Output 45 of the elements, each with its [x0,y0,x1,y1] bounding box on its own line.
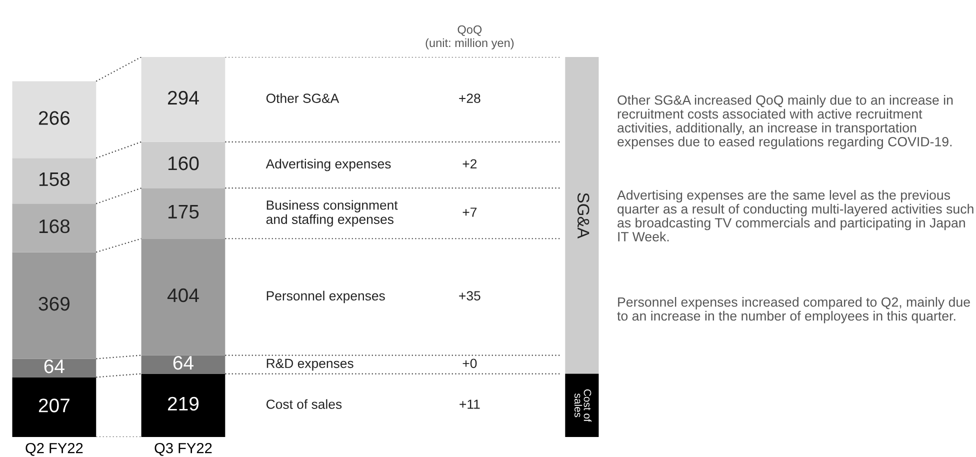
bar [12,358,96,378]
data-label: 160 [168,156,199,170]
text: Other SG&A increased QoQ mainly due to an increase in recruitment costs associated with active recruitment activities, additionally, an increase in transportation expenses due to eased regulations regarding COVID-19. [618,95,953,150]
text: +28 [459,94,480,103]
data-label: 64 [44,359,64,374]
bar [141,374,226,437]
text: Cost of sales [574,389,592,422]
text: SG&A [577,192,590,239]
bar [12,81,96,158]
text: QoQ [458,25,482,36]
bar [12,252,96,359]
data-label: 266 [38,111,70,125]
text: Cost of sales [266,399,342,409]
text: R&D expenses [266,358,354,371]
text: +11 [460,400,480,409]
text: Advertising expenses are the same level as the previous quarter as a result of conducting multi-layered activities such as broadcasting TV commercials and participating in Japan IT Week. [617,190,974,242]
text: Other SG&A [266,93,340,103]
data-label: 64 [173,356,194,370]
bar [141,355,226,374]
x-tick-label: Q3 FY22 [154,442,212,456]
text: Advertising expenses [266,158,391,172]
bar [141,188,226,239]
data-label: 207 [38,398,70,412]
data-label: 369 [38,296,70,311]
bar [12,204,96,252]
data-label: 158 [39,172,70,186]
text: (unit: million yen) [426,38,514,50]
data-label: 294 [168,90,199,105]
data-label: 168 [39,219,70,234]
text: Personnel expenses increased compared to Q2, mainly due to an increase in the number of employees in this quarter. [617,297,970,324]
data-label: 219 [168,396,199,411]
bar [141,238,226,356]
bar [12,158,96,204]
text: +35 [459,291,480,300]
x-tick-label: Q2 FY22 [26,442,83,456]
data-label: 404 [167,288,199,302]
text: +7 [462,208,477,217]
text: Business consignment and staffing expenses [266,200,398,227]
text: Personnel expenses [266,290,385,304]
bar [12,377,96,437]
text: +2 [462,159,477,168]
bar [141,57,226,142]
bar [141,142,226,188]
data-label: 175 [168,205,199,219]
text: +0 [462,358,477,368]
